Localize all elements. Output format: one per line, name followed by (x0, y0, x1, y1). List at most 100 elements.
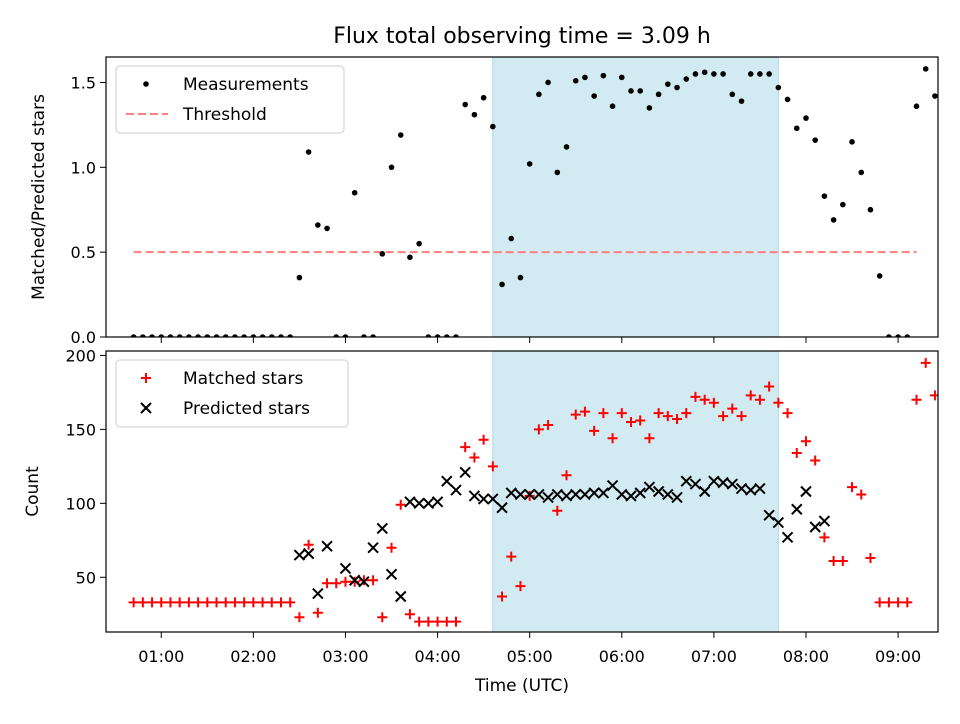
measurement-point (619, 75, 625, 81)
predicted-star-point (294, 550, 304, 560)
matched-star-point (285, 597, 295, 607)
measurement-point (306, 149, 312, 155)
matched-star-point (829, 556, 839, 566)
x-tick-label: 08:00 (783, 647, 829, 666)
y-tick-label: 200 (65, 346, 96, 365)
matched-star-point (202, 597, 212, 607)
predicted-star-point (442, 476, 452, 486)
chart-title: Flux total observing time = 3.09 h (333, 24, 711, 49)
matched-star-point (377, 612, 387, 622)
measurement-point (324, 226, 330, 232)
measurement-point (831, 217, 837, 223)
matched-star-point (230, 597, 240, 607)
matched-star-point (801, 436, 811, 446)
measurement-point (416, 241, 422, 247)
measurement-point (545, 80, 551, 86)
measurement-point (407, 254, 413, 260)
matched-star-point (129, 597, 139, 607)
legend: Measurements Threshold (116, 66, 344, 133)
x-axis-label: Time (UTC) (474, 676, 569, 696)
matched-star-point (433, 617, 443, 627)
measurement-point (720, 71, 726, 77)
y-tick-label: 150 (65, 420, 96, 439)
measurement-point (389, 165, 395, 171)
matched-star-point (939, 565, 949, 575)
matched-star-point (165, 597, 175, 607)
measurement-point (702, 69, 708, 75)
matched-star-point (258, 597, 268, 607)
measurement-point (757, 71, 763, 77)
measurement-point (573, 78, 579, 84)
matched-star-point (442, 617, 452, 627)
legend-label: Measurements (183, 75, 309, 95)
measurement-point (564, 144, 570, 150)
x-tick-label: 04:00 (415, 647, 461, 666)
measurement-point (803, 115, 809, 121)
measurement-point (508, 236, 514, 242)
matched-star-point (175, 597, 185, 607)
y-axis-label: Matched/Predicted stars (29, 94, 49, 300)
x-tick-label: 05:00 (507, 647, 553, 666)
matched-star-point (865, 553, 875, 563)
measurement-point (315, 222, 321, 228)
measurement-point (462, 102, 468, 108)
measurement-point (739, 98, 745, 104)
legend-marker-measurement (143, 81, 149, 87)
predicted-star-point (433, 497, 443, 507)
matched-star-point (184, 597, 194, 607)
measurement-point (822, 193, 828, 199)
matched-star-point (414, 617, 424, 627)
matched-star-point (340, 577, 350, 587)
measurement-point (932, 93, 938, 99)
predicted-star-point (479, 494, 489, 504)
measurement-point (518, 275, 524, 281)
predicted-star-point (423, 498, 433, 508)
matched-star-point (921, 358, 931, 368)
measurement-point (398, 132, 404, 138)
matched-star-point (912, 395, 922, 405)
matched-star-point (313, 608, 323, 618)
y-tick-label: 1.0 (71, 158, 96, 177)
matched-star-point (248, 597, 258, 607)
predicted-star-point (304, 549, 314, 559)
matched-star-point (783, 408, 793, 418)
predicted-star-point (819, 516, 829, 526)
measurement-point (499, 282, 505, 288)
measurement-point (858, 170, 864, 176)
measurement-point (794, 125, 800, 131)
x-tick-label: 09:00 (875, 647, 921, 666)
measurement-point (951, 334, 957, 340)
measurement-point (472, 112, 478, 118)
predicted-star-point (405, 497, 415, 507)
matched-star-point (460, 442, 470, 452)
measurement-point (591, 93, 597, 99)
y-tick-label: 1.5 (71, 73, 96, 92)
matched-star-point (847, 482, 857, 492)
measurement-point (527, 161, 533, 167)
matched-star-point (294, 612, 304, 622)
matched-star-point (875, 597, 885, 607)
matched-star-point (819, 532, 829, 542)
measurement-point (730, 92, 736, 98)
matched-star-point (304, 540, 314, 550)
measurement-point (297, 275, 303, 281)
legend-label: Threshold (182, 105, 267, 125)
y-axis-label: Count (23, 466, 43, 517)
y-tick-label: 0.5 (71, 243, 96, 262)
measurement-point (776, 85, 782, 91)
matched-star-point (469, 452, 479, 462)
measurement-point (628, 88, 634, 94)
matched-star-point (423, 617, 433, 627)
measurement-point (555, 170, 561, 176)
measurement-point (656, 92, 662, 98)
measurement-point (490, 124, 496, 130)
measurement-point (914, 103, 920, 109)
measurement-point (923, 66, 929, 72)
matched-star-point (902, 597, 912, 607)
matched-star-point (893, 597, 903, 607)
matched-star-point (322, 578, 332, 588)
x-tick-label: 03:00 (322, 647, 368, 666)
predicted-star-point (313, 589, 323, 599)
matched-star-point (838, 556, 848, 566)
